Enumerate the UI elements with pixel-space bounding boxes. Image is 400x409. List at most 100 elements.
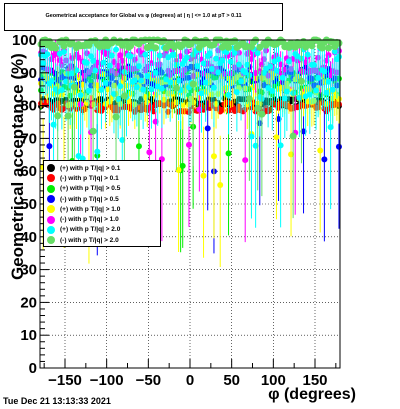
data-point xyxy=(48,77,55,84)
data-point xyxy=(204,125,211,132)
legend-entry: (+) with p T/|q| > 0.5 xyxy=(47,184,157,194)
legend-marker xyxy=(47,195,55,204)
data-point xyxy=(135,63,142,70)
data-point xyxy=(289,132,297,140)
data-point xyxy=(140,86,147,93)
data-point xyxy=(94,148,101,155)
data-point xyxy=(231,37,239,45)
data-point xyxy=(288,151,295,158)
data-point xyxy=(296,94,303,101)
data-point xyxy=(225,43,233,51)
data-point xyxy=(40,60,47,67)
data-point xyxy=(79,81,86,88)
data-point xyxy=(88,53,95,60)
data-point xyxy=(306,91,313,98)
legend-entry: (-) with p T/|q| > 1.0 xyxy=(47,214,157,224)
data-point xyxy=(146,149,153,156)
data-point xyxy=(115,62,122,69)
data-point xyxy=(254,50,261,57)
data-point xyxy=(110,90,117,97)
data-point xyxy=(50,121,57,128)
data-point xyxy=(85,87,92,94)
data-point xyxy=(90,57,97,64)
data-point xyxy=(227,58,234,65)
data-point xyxy=(54,112,62,120)
data-point xyxy=(144,73,151,80)
data-point xyxy=(179,101,186,108)
data-point xyxy=(104,86,111,93)
data-point xyxy=(210,84,217,91)
data-point xyxy=(135,143,142,150)
tick-labels: −150 −100 −50 0 50 100 150 0 10 20 30 40 50 60 70 80 90 1… xyxy=(12,32,328,389)
data-point xyxy=(252,142,259,149)
data-point xyxy=(115,96,122,103)
y-tick-label: 70 xyxy=(20,130,37,147)
data-point xyxy=(60,42,68,50)
data-point xyxy=(281,95,288,102)
data-point xyxy=(242,157,249,164)
legend-marker xyxy=(47,236,55,245)
data-point xyxy=(300,128,307,135)
data-point xyxy=(325,52,332,59)
data-point xyxy=(279,74,286,81)
data-point xyxy=(158,85,165,92)
data-point xyxy=(70,83,78,91)
data-point xyxy=(133,84,140,91)
data-point xyxy=(160,37,168,45)
data-point xyxy=(100,59,107,66)
legend-label: (+) with p T/|q| > 1.0 xyxy=(60,205,121,213)
data-point xyxy=(113,46,120,53)
legend-marker xyxy=(47,164,55,173)
data-point xyxy=(219,57,226,64)
data-point xyxy=(321,156,328,163)
y-tick-label: 20 xyxy=(20,294,37,311)
data-point xyxy=(217,181,224,188)
legend-label: (-) with p T/|q| > 0.5 xyxy=(60,195,119,203)
data-point xyxy=(172,84,180,92)
data-point xyxy=(89,127,97,135)
datestamp: Tue Dec 21 13:13:33 2021 xyxy=(3,396,111,406)
legend-entry: (-) with p T/|q| > 0.5 xyxy=(47,194,157,204)
data-point xyxy=(52,44,60,52)
data-point xyxy=(60,48,67,55)
chart-title: Geometrical acceptance for Global vs φ (… xyxy=(45,13,242,19)
data-point xyxy=(117,83,124,90)
data-point xyxy=(196,106,203,113)
data-point xyxy=(242,69,249,76)
data-point xyxy=(75,54,82,61)
data-point xyxy=(198,90,205,97)
data-point xyxy=(142,51,149,58)
data-point xyxy=(200,60,207,67)
data-point xyxy=(110,58,117,65)
x-tick-label: 50 xyxy=(223,372,240,389)
data-point xyxy=(310,61,317,68)
legend-label: (+) with p T/|q| > 2.0 xyxy=(60,226,121,234)
data-point xyxy=(281,66,288,73)
data-point xyxy=(304,51,311,58)
legend-entry: (+) with p T/|q| > 2.0 xyxy=(47,225,157,235)
legend-entry: (-) with p T/|q| > 2.0 xyxy=(47,235,157,245)
data-point xyxy=(69,70,76,77)
y-tick-label: 50 xyxy=(20,196,37,213)
title-box: Geometrical acceptance for Global vs φ (… xyxy=(4,3,283,31)
legend: (+) with p T/|q| > 0.1 (-) with p T/|q| >… xyxy=(43,160,161,247)
data-point xyxy=(150,108,157,115)
data-point xyxy=(206,50,213,57)
data-point xyxy=(329,86,336,93)
y-tick-label: 90 xyxy=(20,65,37,82)
data-point xyxy=(44,51,51,58)
x-axis-label: φ (degrees) xyxy=(268,386,356,403)
data-point xyxy=(117,52,124,59)
data-point xyxy=(302,59,309,66)
data-point xyxy=(233,89,240,96)
y-tick-label: 0 xyxy=(29,360,37,377)
legend-marker xyxy=(47,225,55,234)
data-point xyxy=(269,88,276,95)
data-point xyxy=(265,84,272,91)
data-point xyxy=(148,60,155,67)
y-tick-label: 30 xyxy=(20,262,37,279)
data-point xyxy=(275,56,282,63)
data-point xyxy=(325,44,333,52)
data-point xyxy=(335,39,343,47)
